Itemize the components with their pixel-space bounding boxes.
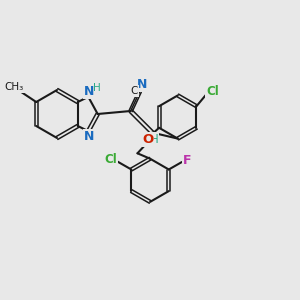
Text: F: F bbox=[183, 154, 191, 167]
Text: H: H bbox=[150, 133, 158, 146]
Text: Cl: Cl bbox=[206, 85, 219, 98]
Text: CH₃: CH₃ bbox=[4, 82, 24, 92]
Text: Cl: Cl bbox=[104, 153, 117, 166]
Text: N: N bbox=[136, 78, 147, 91]
Text: N: N bbox=[84, 85, 94, 98]
Text: N: N bbox=[84, 130, 94, 143]
Text: C: C bbox=[131, 86, 138, 96]
Text: H: H bbox=[93, 83, 101, 93]
Text: O: O bbox=[142, 133, 153, 146]
